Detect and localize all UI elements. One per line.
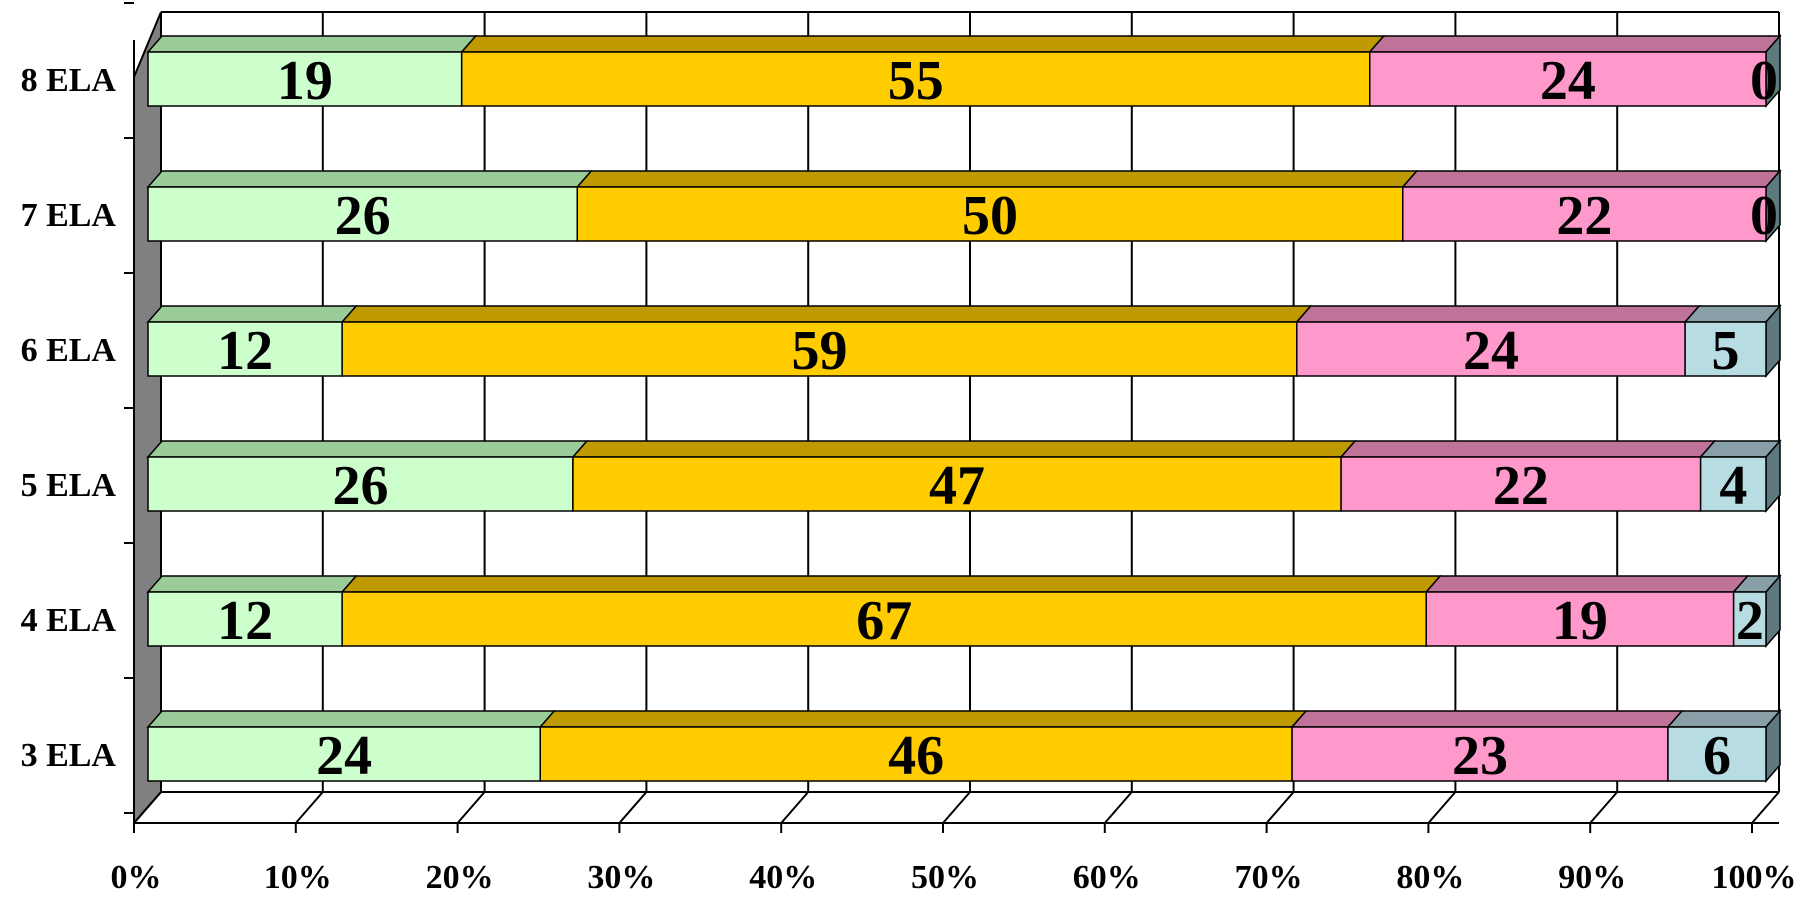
data-label: 67 bbox=[856, 590, 912, 652]
data-label: 19 bbox=[277, 50, 333, 112]
data-label: 26 bbox=[335, 185, 391, 247]
bar-segment bbox=[1684, 321, 1767, 377]
bar-segment bbox=[147, 591, 343, 647]
x-tick-label: 80% bbox=[1396, 859, 1464, 896]
bar-segment bbox=[1402, 186, 1767, 242]
x-tick-label: 90% bbox=[1558, 859, 1626, 896]
data-label: 2 bbox=[1736, 590, 1764, 652]
bar-segment bbox=[1732, 591, 1767, 647]
bar-segment bbox=[147, 456, 574, 512]
data-label: 26 bbox=[332, 455, 388, 517]
floor-gridline bbox=[1589, 791, 1618, 824]
floor-gridline bbox=[295, 791, 324, 824]
bar-segment bbox=[1340, 456, 1702, 512]
bar-segment bbox=[147, 51, 463, 107]
x-tick-label: 60% bbox=[1073, 859, 1141, 896]
category-label: 7 ELA bbox=[21, 197, 117, 234]
bar-segment bbox=[147, 726, 541, 782]
data-label: 12 bbox=[217, 590, 273, 652]
floor-gridline bbox=[1751, 791, 1780, 824]
bar-segment bbox=[147, 321, 343, 377]
floor-gridline bbox=[1427, 791, 1457, 824]
bar-segment bbox=[572, 456, 1342, 512]
side-wall bbox=[133, 11, 162, 826]
floor-gridline bbox=[456, 791, 486, 824]
category-label: 8 ELA bbox=[21, 62, 117, 99]
floor-gridline bbox=[1265, 791, 1295, 824]
bar-segment bbox=[1291, 726, 1669, 782]
floor-gridline bbox=[618, 791, 648, 824]
data-label: 50 bbox=[962, 185, 1018, 247]
bar-segment bbox=[1667, 726, 1767, 782]
x-tick-label: 100% bbox=[1712, 859, 1797, 896]
x-tick-label: 10% bbox=[264, 859, 332, 896]
data-label: 24 bbox=[1540, 50, 1596, 112]
category-label: 5 ELA bbox=[21, 467, 117, 504]
x-tick-label: 0% bbox=[111, 859, 162, 896]
floor-gridline bbox=[942, 791, 971, 824]
data-label: 24 bbox=[316, 725, 372, 787]
bar-segment bbox=[1699, 456, 1767, 512]
x-tick-label: 40% bbox=[749, 859, 817, 896]
data-label: 0 bbox=[1750, 50, 1778, 112]
x-tick-label: 30% bbox=[587, 859, 655, 896]
data-label: 6 bbox=[1703, 725, 1731, 787]
data-label: 4 bbox=[1719, 455, 1747, 517]
chart-walls bbox=[133, 11, 162, 826]
data-label: 5 bbox=[1712, 320, 1740, 382]
data-label: 12 bbox=[217, 320, 273, 382]
x-tick-label: 20% bbox=[426, 859, 494, 896]
bar-segment bbox=[539, 726, 1293, 782]
floor-gridline bbox=[133, 791, 162, 824]
data-label: 22 bbox=[1556, 185, 1612, 247]
data-label: 19 bbox=[1552, 590, 1608, 652]
gridlines bbox=[133, 11, 1780, 824]
data-label: 23 bbox=[1452, 725, 1508, 787]
data-label: 46 bbox=[888, 725, 944, 787]
axes bbox=[124, 2, 1779, 833]
data-label: 59 bbox=[791, 320, 847, 382]
bar-segment bbox=[576, 186, 1404, 242]
category-label: 3 ELA bbox=[21, 737, 117, 774]
bar-segment bbox=[341, 321, 1298, 377]
data-label: 47 bbox=[929, 455, 985, 517]
data-label: 24 bbox=[1463, 320, 1519, 382]
x-tick-label: 50% bbox=[911, 859, 979, 896]
bar-segment bbox=[460, 51, 1371, 107]
bar-segment bbox=[341, 591, 1427, 647]
bars bbox=[146, 34, 1782, 783]
bar-segment bbox=[1369, 51, 1767, 107]
category-label: 6 ELA bbox=[21, 332, 117, 369]
floor-gridline bbox=[1104, 791, 1133, 824]
bar-segment bbox=[147, 186, 579, 242]
data-label: 22 bbox=[1493, 455, 1549, 517]
category-label: 4 ELA bbox=[21, 602, 117, 639]
data-label: 0 bbox=[1750, 185, 1778, 247]
x-tick-label: 70% bbox=[1235, 859, 1303, 896]
floor-gridline bbox=[780, 791, 809, 824]
data-label: 55 bbox=[888, 50, 944, 112]
